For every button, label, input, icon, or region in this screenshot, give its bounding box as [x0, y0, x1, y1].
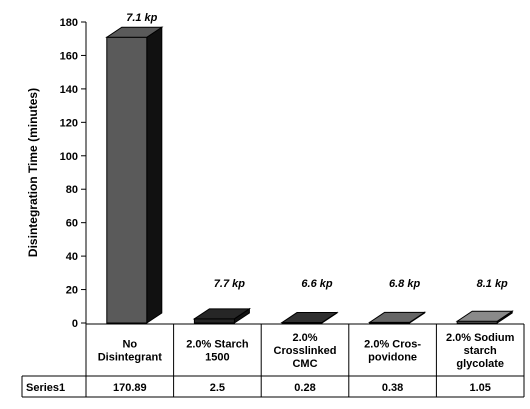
x-category-label: 2.0% Cros- [364, 339, 421, 351]
bar [193, 318, 235, 324]
y-tick-label: 180 [60, 17, 78, 29]
table-value: 0.28 [294, 382, 315, 394]
bar-top [192, 308, 252, 320]
x-category-label: Disintegrant [98, 352, 163, 364]
y-tick-label: 100 [60, 151, 78, 163]
y-tick-label: 0 [72, 318, 78, 330]
x-category-label: CMC [292, 358, 317, 370]
x-category-label: No [122, 339, 137, 351]
x-category-label: 2.0% [292, 332, 317, 344]
table-value: 2.5 [210, 382, 225, 394]
y-axis-title: Disintegration Time (minutes) [26, 88, 40, 257]
bar-top [455, 310, 514, 322]
bar-annotation: 7.7 kp [214, 278, 245, 290]
y-tick-label: 140 [60, 84, 78, 96]
x-category-label: Crosslinked [274, 345, 337, 357]
bar [106, 36, 148, 324]
x-category-label: 2.0% Starch [186, 339, 249, 351]
x-category-label: povidone [368, 352, 417, 364]
bar-top [280, 312, 339, 324]
bar-annotation: 6.6 kp [301, 278, 332, 290]
y-tick-label: 40 [66, 251, 78, 263]
y-tick-label: 20 [66, 285, 78, 297]
bar-side [146, 26, 163, 324]
series-name: Series1 [26, 382, 65, 394]
y-tick-label: 60 [66, 218, 78, 230]
table-value: 1.05 [469, 382, 490, 394]
x-category-label: 2.0% Sodium [446, 332, 515, 344]
table-value: 0.38 [382, 382, 403, 394]
bar-annotation: 7.1 kp [126, 12, 157, 24]
x-category-label: glycolate [456, 358, 504, 370]
x-category-label: starch [464, 345, 497, 357]
bar-annotation: 8.1 kp [477, 278, 508, 290]
y-tick-label: 80 [66, 184, 78, 196]
bar-annotation: 6.8 kp [389, 278, 420, 290]
table-value: 170.89 [113, 382, 147, 394]
y-tick-label: 160 [60, 50, 78, 62]
bar-top [367, 311, 427, 323]
x-category-label: 1500 [205, 352, 229, 364]
y-tick-label: 120 [60, 117, 78, 129]
bar-top [105, 26, 164, 38]
